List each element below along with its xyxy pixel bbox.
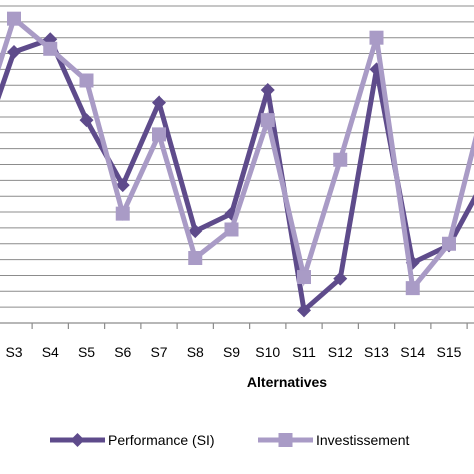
x-tick-label: S9	[223, 344, 240, 360]
x-tick-label: S11	[292, 344, 316, 360]
data-point	[405, 281, 420, 296]
x-tick-label: S12	[328, 344, 353, 360]
legend-label: Performance (SI)	[108, 432, 215, 448]
data-point	[115, 178, 130, 193]
series-line	[0, 36, 474, 316]
legend-item: Investissement	[258, 432, 409, 448]
data-point	[260, 113, 275, 128]
x-tick-label: S13	[364, 344, 389, 360]
x-tick-labels: S3 S4 S5 S6 S7 S8 S9 S10 S11 S12 S13 S14 S15	[5, 344, 461, 360]
x-tick-label: S14	[400, 344, 425, 360]
data-point	[333, 271, 348, 286]
x-tick-label: S8	[187, 344, 204, 360]
x-tick-label: S4	[42, 344, 59, 360]
data-point	[188, 224, 203, 239]
data-point	[224, 222, 239, 237]
legend: Performance (SI) Investissement	[50, 432, 409, 448]
data-point	[260, 83, 275, 98]
data-point	[152, 127, 166, 142]
data-point	[442, 236, 456, 251]
x-tick-label: S5	[78, 344, 95, 360]
legend-label: Investissement	[316, 432, 409, 448]
series-1	[0, 32, 474, 318]
series-group	[0, 11, 474, 318]
x-tick-label: S6	[114, 344, 131, 360]
data-point	[79, 73, 94, 88]
data-point	[188, 251, 203, 266]
series-2	[0, 11, 474, 296]
x-tick-label: S7	[150, 344, 167, 360]
data-point	[297, 270, 311, 285]
data-point	[333, 152, 348, 167]
x-tick-label: S10	[255, 344, 280, 360]
data-point	[115, 206, 130, 221]
data-point	[79, 113, 94, 128]
data-point	[369, 30, 384, 45]
data-point	[152, 95, 166, 110]
data-point	[297, 303, 311, 318]
data-point	[43, 41, 58, 56]
legend-marker	[70, 433, 85, 447]
grid-lines	[0, 5, 474, 308]
x-tick-label: S15	[437, 344, 462, 360]
legend-marker	[278, 433, 293, 447]
legend-item: Performance (SI)	[50, 432, 215, 448]
data-point	[7, 44, 21, 59]
data-point	[7, 11, 21, 26]
x-tick-label: S3	[5, 344, 22, 360]
axes	[0, 322, 474, 329]
series-line	[0, 14, 474, 295]
x-axis-title: Alternatives	[247, 374, 327, 390]
